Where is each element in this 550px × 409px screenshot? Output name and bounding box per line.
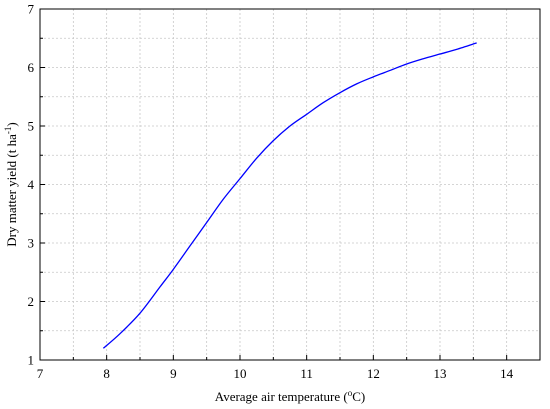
y-tick-label: 7 (28, 2, 35, 17)
y-axis-label-text: Dry matter yield (t ha (4, 134, 19, 247)
y-axis-unit-suffix: ) (4, 122, 19, 126)
y-tick-label: 1 (28, 353, 35, 368)
x-tick-label: 14 (500, 366, 514, 381)
y-tick-label: 6 (28, 60, 35, 75)
y-tick-label: 3 (28, 236, 35, 251)
y-tick-labels: 1 2 3 4 5 6 7 (28, 2, 35, 368)
y-tick-label: 2 (28, 294, 35, 309)
series-line (102, 42, 477, 349)
x-axis-unit-prefix: ( (340, 389, 348, 404)
tick-marks (39, 8, 508, 361)
y-tick-label: 4 (28, 177, 35, 192)
x-tick-label: 10 (234, 366, 247, 381)
x-tick-label: 12 (367, 366, 380, 381)
series-layer (102, 42, 477, 349)
x-axis-unit-sup: o (348, 388, 353, 398)
x-tick-label: 7 (37, 366, 44, 381)
x-axis-label: Average air temperature (oC) (215, 388, 365, 404)
x-tick-label: 8 (103, 366, 110, 381)
y-tick-label: 5 (28, 119, 35, 134)
grid-lines (40, 9, 540, 360)
x-axis-unit-suffix: C) (352, 389, 365, 404)
x-tick-label: 11 (300, 366, 313, 381)
y-axis-unit-sup: -1 (3, 127, 13, 135)
y-axis-label: Dry matter yield (t ha-1) (3, 122, 19, 246)
x-tick-label: 13 (434, 366, 447, 381)
x-tick-label: 9 (170, 366, 177, 381)
x-axis-label-text: Average air temperature (215, 389, 341, 404)
x-tick-labels: 7 8 9 10 11 12 13 14 (37, 366, 514, 381)
